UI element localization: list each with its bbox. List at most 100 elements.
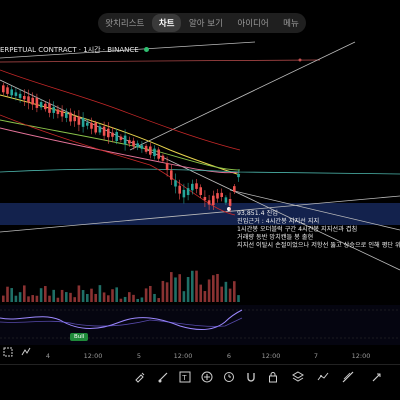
candle (23, 95, 26, 100)
tab-explore[interactable]: 알아 보기 (188, 19, 223, 29)
candle (2, 85, 5, 93)
candle (56, 109, 60, 115)
title-dot-marker (298, 58, 302, 62)
oscillator-line (0, 309, 243, 330)
annotation-entry: 93,851.4 진입 (237, 210, 278, 217)
volume-bar (237, 295, 240, 302)
trend-icon[interactable] (341, 370, 355, 384)
candle (10, 89, 13, 96)
candle (77, 116, 81, 125)
volume-bar (186, 277, 190, 302)
volume-bar (39, 288, 43, 302)
volume-bar (132, 294, 135, 302)
volume-bar (216, 273, 219, 302)
x-axis-label: 12:00 (351, 352, 371, 360)
candle (140, 145, 144, 149)
candle (199, 187, 202, 195)
candle (144, 145, 148, 152)
text-tool-icon[interactable]: T (178, 370, 192, 384)
candle (27, 96, 30, 103)
tab-ideas[interactable]: 아이디어 (237, 19, 269, 29)
tab-chart[interactable]: 차트 (151, 14, 182, 32)
volume-bar (144, 288, 148, 302)
volume-bar (86, 293, 89, 302)
candle (90, 123, 93, 129)
undo-icon[interactable] (133, 370, 147, 384)
candle (107, 128, 110, 138)
volume-bar (35, 295, 39, 302)
volume-bar (191, 270, 194, 302)
candle (6, 87, 9, 94)
annotation-stoploss: 지지선 이탈시 손절이었으나 저항선 뚫고 상승으로 인해 평단 위 (237, 242, 400, 249)
candle (233, 186, 236, 192)
candle (14, 92, 18, 96)
price-chart[interactable] (0, 0, 400, 345)
trendline-lower (0, 195, 400, 233)
volume-bar (31, 295, 34, 302)
candlestick-series (2, 82, 240, 213)
candle (191, 183, 194, 191)
tab-watchlist[interactable]: 왓치리스트 (105, 19, 145, 29)
volume-bar (56, 297, 60, 302)
layers-icon[interactable] (291, 370, 305, 384)
candle (165, 163, 169, 170)
volume-bar (161, 280, 165, 302)
volume-bar (94, 293, 97, 302)
candle (48, 103, 51, 113)
frame-icon[interactable] (2, 346, 14, 358)
volume-bar (44, 286, 47, 302)
candle (128, 140, 131, 144)
brush-icon[interactable] (156, 370, 170, 384)
volume-bar (60, 289, 64, 302)
magnet-icon[interactable] (244, 370, 258, 384)
volume-bar (10, 288, 13, 302)
volume-bar (149, 285, 152, 302)
candle (65, 112, 68, 118)
candle (94, 122, 97, 133)
volume-bar (199, 284, 202, 302)
volume-bar (107, 295, 110, 302)
volume-bar (77, 285, 81, 302)
candle (186, 188, 190, 196)
candle (69, 112, 72, 122)
candle (195, 183, 198, 189)
svg-text:T: T (181, 374, 187, 382)
drawing-toolbar: T (0, 366, 400, 390)
trendline-cross-1 (129, 41, 356, 151)
volume-bar (203, 291, 207, 302)
candle (149, 146, 152, 155)
symbol-label: ERPETUAL CONTRACT · 1시간 · BINANCE (0, 46, 139, 54)
candle (98, 126, 102, 133)
volume-bar (18, 292, 22, 302)
candle (123, 135, 127, 145)
lock-icon[interactable] (266, 370, 280, 384)
candle (161, 155, 165, 161)
add-icon[interactable] (200, 370, 214, 384)
indicator-toggle-icon[interactable] (20, 346, 32, 358)
annotation-orderblock: 1시간봉 오더블럭 구간 4시간봉 지지선과 겹침 (237, 226, 358, 233)
candle (216, 193, 219, 199)
candle (182, 189, 186, 198)
bull-label: Bull (70, 333, 89, 341)
x-axis-label: 4 (45, 352, 51, 360)
indicator-icon[interactable] (316, 370, 330, 384)
volume-bar (102, 292, 106, 302)
volume-series (2, 270, 240, 302)
candle (170, 170, 173, 180)
band-upper (0, 69, 241, 151)
volume-bar (6, 286, 9, 302)
candle (136, 143, 139, 148)
annotation-reason: 진입근거 : 4시간봉 지지선 지지 (237, 218, 320, 225)
candle (39, 102, 43, 108)
candle (86, 122, 89, 126)
share-icon[interactable] (370, 370, 384, 384)
candle (18, 93, 22, 98)
volume-bar (178, 274, 181, 302)
volume-bar (153, 293, 156, 302)
tab-menu[interactable]: 메뉴 (283, 19, 299, 29)
chart-title[interactable]: ERPETUAL CONTRACT · 1시간 · BINANCE (0, 45, 149, 55)
x-axis-label: 5 (136, 352, 142, 360)
alert-clock-icon[interactable] (222, 370, 236, 384)
candle (102, 126, 106, 136)
candle (132, 140, 135, 147)
